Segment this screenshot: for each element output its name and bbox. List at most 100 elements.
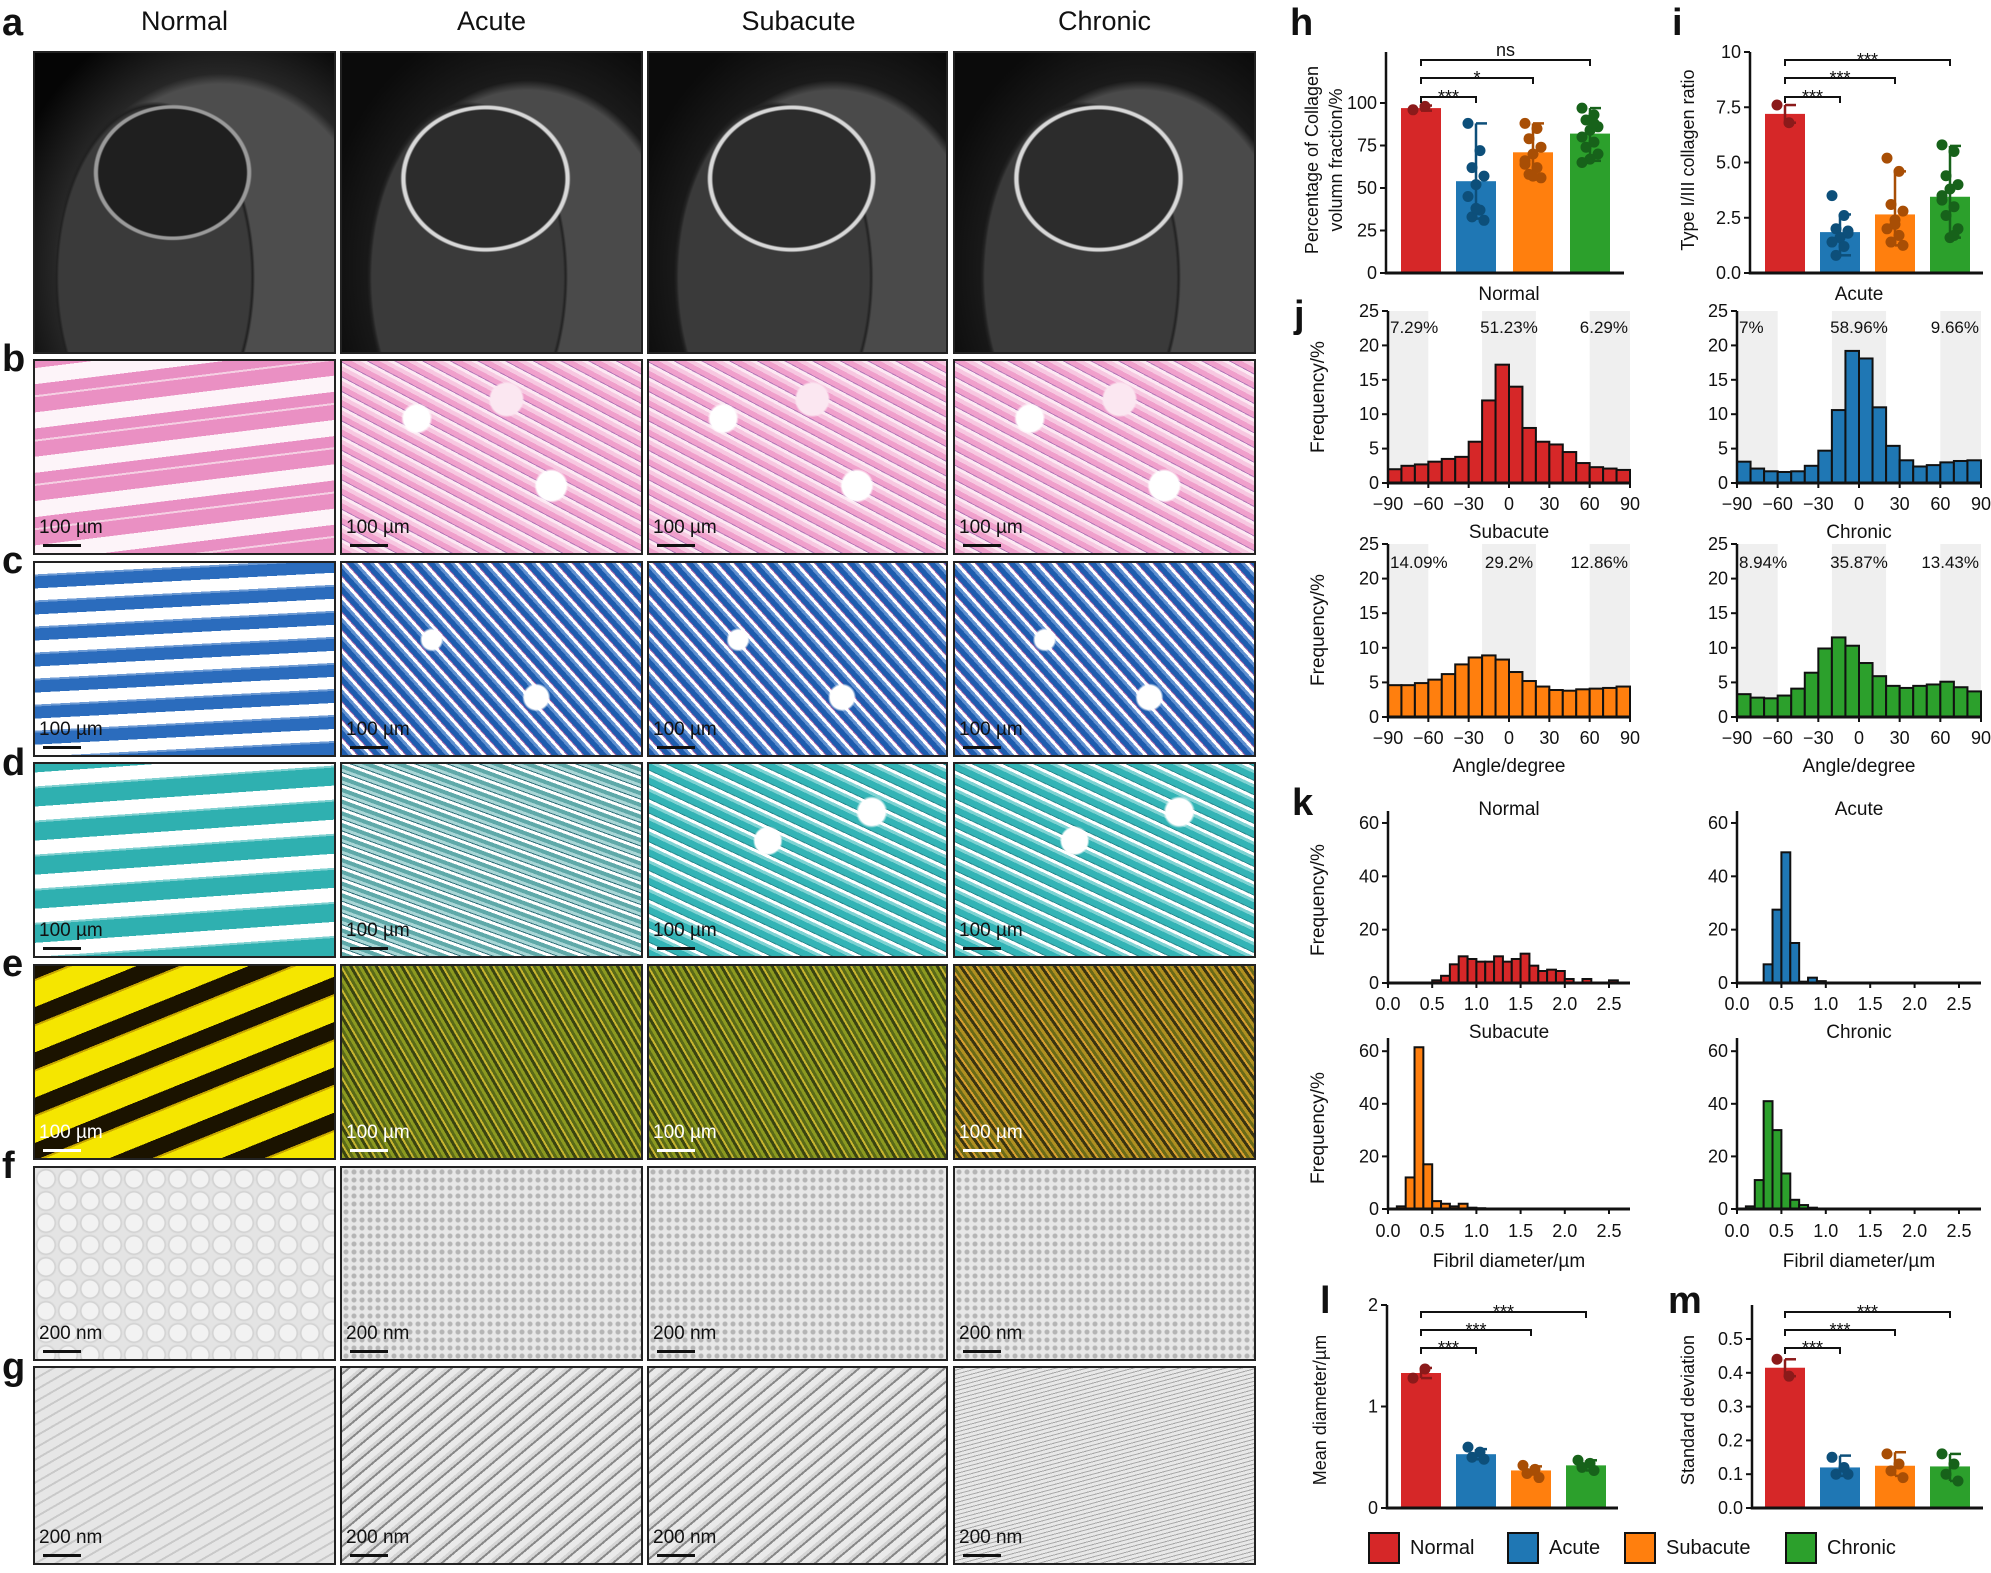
- histogram-bar: [1528, 964, 1540, 984]
- x-tick-label: −60: [1413, 494, 1444, 514]
- legend-swatch: [1624, 1532, 1656, 1564]
- legend-swatch: [1785, 1532, 1817, 1564]
- legend-label: Subacute: [1666, 1536, 1751, 1559]
- chart-title: Subacute: [1469, 522, 1549, 543]
- scale-bar-label: 100 µm: [39, 517, 103, 538]
- chart-title: Normal: [1478, 799, 1539, 820]
- y-tick-label: 0.4: [1718, 1363, 1743, 1383]
- image-f-acute: 200 nm: [340, 1166, 643, 1361]
- data-point: [1531, 162, 1543, 174]
- image-a-acute: [340, 51, 643, 354]
- histogram-bar: [1771, 908, 1783, 984]
- histogram-bar: [1561, 689, 1578, 718]
- significance-label: ***: [1802, 87, 1823, 107]
- y-axis-label: Frequency/%: [1308, 844, 1329, 956]
- x-tick-label: 1.0: [1813, 994, 1838, 1014]
- y-tick-label: 60: [1359, 1041, 1379, 1061]
- band-percentage: 7%: [1739, 318, 1764, 337]
- image-g-normal: 200 nm: [33, 1366, 336, 1565]
- histogram-bar: [1753, 1179, 1765, 1210]
- scale-bar: [963, 746, 1001, 749]
- legend-item-subacute: Subacute: [1624, 1532, 1751, 1564]
- data-point: [1576, 102, 1588, 114]
- data-point: [1826, 1451, 1838, 1463]
- y-tick-label: 0: [1369, 473, 1379, 493]
- histogram-bar: [1454, 663, 1470, 719]
- band-percentage: 51.23%: [1480, 318, 1538, 337]
- data-point: [1531, 123, 1543, 134]
- histogram-bar: [1548, 443, 1564, 484]
- histogram-bar: [1776, 694, 1793, 718]
- y-tick-label: 0.5: [1718, 1329, 1743, 1349]
- y-tick-label: 20: [1708, 920, 1728, 940]
- scale-bar-label: 200 nm: [959, 1323, 1023, 1344]
- data-point: [1533, 1472, 1545, 1484]
- band-percentage: 14.09%: [1390, 553, 1448, 572]
- legend-swatch: [1507, 1532, 1539, 1564]
- data-point: [1952, 1475, 1964, 1487]
- data-point: [1419, 100, 1431, 112]
- x-tick-label: 0.0: [1375, 1221, 1400, 1241]
- y-tick-label: 0: [1718, 973, 1728, 993]
- column-header-normal: Normal: [140, 6, 228, 36]
- data-point: [1407, 1372, 1419, 1384]
- x-axis-label: Angle/degree: [1452, 756, 1565, 777]
- y-tick-label: 5.0: [1716, 153, 1741, 173]
- x-tick-label: 2.5: [1946, 1221, 1971, 1241]
- legend-label: Acute: [1549, 1536, 1601, 1559]
- y-tick-label: 0: [1369, 973, 1379, 993]
- data-point: [1771, 99, 1783, 111]
- x-tick-label: 1.5: [1858, 994, 1883, 1014]
- data-point: [1466, 211, 1478, 223]
- scale-bar: [657, 1350, 695, 1353]
- histogram-bar: [1939, 680, 1955, 719]
- histogram-bar: [1467, 440, 1484, 484]
- histogram-bar: [1858, 357, 1874, 484]
- x-tick-label: 2.0: [1902, 994, 1927, 1014]
- x-tick-label: 0: [1854, 728, 1864, 748]
- histogram-bar: [1387, 468, 1403, 484]
- data-point: [1885, 198, 1897, 210]
- x-tick-label: 60: [1580, 494, 1600, 514]
- x-tick-label: 2.5: [1596, 1221, 1621, 1241]
- x-tick-label: −30: [1803, 494, 1834, 514]
- scale-bar-label: 200 nm: [346, 1527, 410, 1548]
- scale-bar-label: 100 µm: [39, 920, 103, 941]
- scale-bar: [963, 1149, 1001, 1152]
- histogram-bar: [1413, 682, 1430, 718]
- scale-bar-label: 100 µm: [346, 719, 410, 740]
- data-point: [1826, 190, 1838, 202]
- scale-bar: [43, 544, 81, 547]
- data-point: [1830, 249, 1842, 261]
- image-c-normal: 100 µm: [33, 561, 336, 757]
- y-tick-label: 7.5: [1716, 97, 1741, 117]
- scale-bar: [43, 947, 81, 950]
- data-point: [1521, 1467, 1533, 1479]
- panel-letter-b: b: [2, 338, 26, 380]
- y-tick-label: 5: [1369, 439, 1379, 459]
- panel-letter-f: f: [2, 1145, 15, 1187]
- image-b-acute: 100 µm: [340, 359, 643, 555]
- data-point: [1838, 240, 1850, 252]
- bar-normal: [1401, 108, 1441, 273]
- y-tick-label: 10: [1359, 638, 1379, 658]
- bar-normal: [1765, 113, 1805, 273]
- x-tick-label: 1.0: [1464, 994, 1489, 1014]
- x-tick-label: 30: [1539, 494, 1559, 514]
- image-b-chronic: 100 µm: [953, 359, 1256, 555]
- data-point: [1466, 162, 1478, 174]
- y-axis-label: Frequency/%: [1308, 1072, 1329, 1184]
- image-d-chronic: 100 µm: [953, 762, 1256, 958]
- data-point: [1948, 201, 1960, 213]
- y-axis-label: Frequency/%: [1308, 341, 1329, 453]
- x-tick-label: 0.5: [1769, 1221, 1794, 1241]
- scale-bar-label: 100 µm: [39, 719, 103, 740]
- x-tick-label: 0.5: [1420, 1221, 1445, 1241]
- significance-bracket: [1784, 1311, 1951, 1318]
- scale-bar-label: 200 nm: [653, 1323, 717, 1344]
- image-g-acute: 200 nm: [340, 1366, 643, 1565]
- histogram-bar: [1448, 963, 1460, 984]
- x-tick-label: 60: [1930, 494, 1950, 514]
- data-point: [1940, 210, 1952, 222]
- y-tick-label: 2: [1368, 1295, 1378, 1315]
